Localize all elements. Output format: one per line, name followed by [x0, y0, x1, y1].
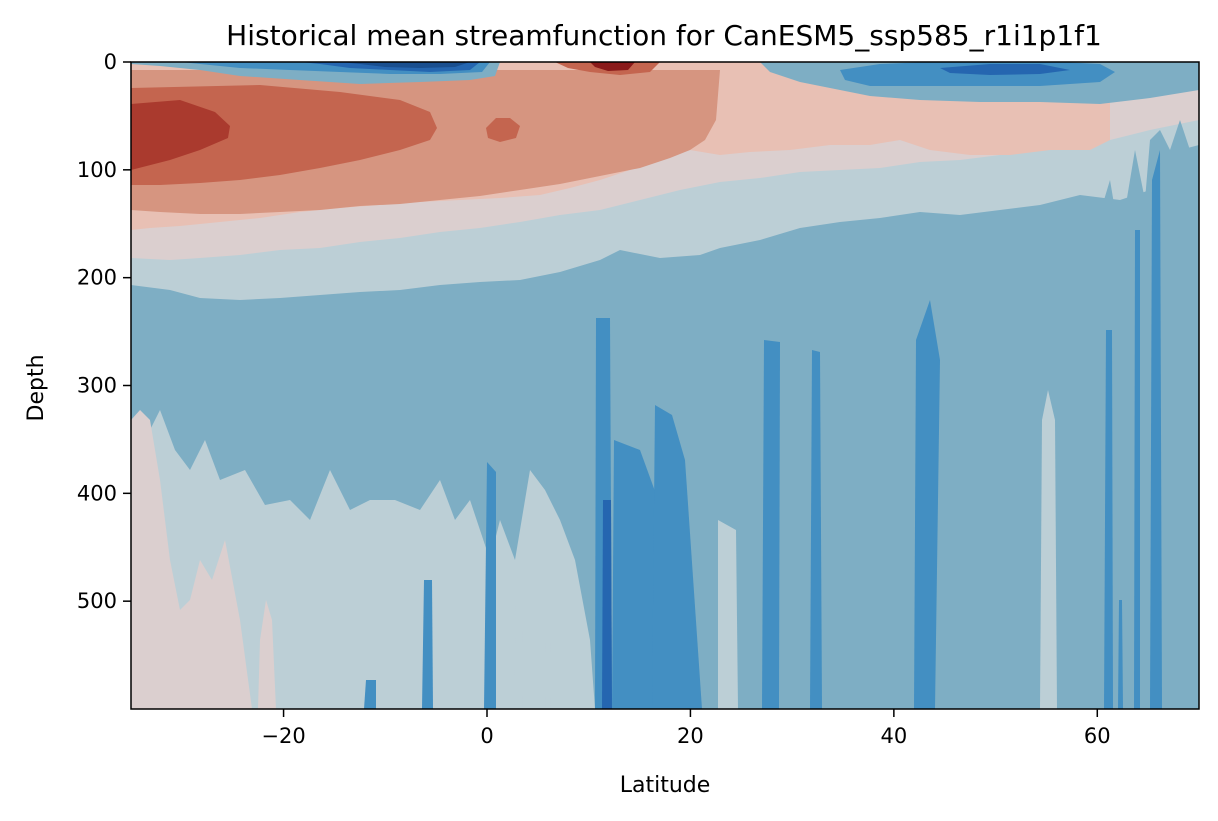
deep-left-pink-strip [258, 600, 276, 709]
y-tick-label: 100 [77, 158, 117, 182]
stripe-pale-1 [718, 520, 738, 709]
surface-darkest-blue [340, 62, 470, 68]
y-tick-label: 300 [77, 374, 117, 398]
deep-left-pink-region [131, 410, 252, 709]
stripe-11 [1118, 600, 1123, 709]
high-latitude-deep-region [1070, 120, 1199, 709]
plot-area [131, 62, 1199, 709]
x-tick-label: 40 [880, 724, 907, 748]
x-axis-label: Latitude [620, 773, 711, 798]
chart-title: Historical mean streamfunction for CanES… [226, 19, 1102, 52]
stripe-2 [602, 500, 612, 709]
stripe-9 [914, 300, 940, 709]
stripe-8 [810, 350, 822, 709]
stripe-4 [652, 405, 702, 709]
stripe-6 [422, 580, 433, 709]
y-axis: 0 100 200 300 400 500 [77, 50, 131, 613]
stripe-13 [1134, 230, 1140, 709]
x-tick-label: 0 [480, 724, 493, 748]
stripe-7 [762, 340, 780, 709]
stripe-pale-4 [545, 600, 551, 709]
x-tick-label: −20 [261, 724, 305, 748]
dark-red-core [131, 100, 230, 170]
surface-deep-red [590, 62, 635, 71]
y-tick-label: 400 [77, 481, 117, 505]
x-axis: −20 0 20 40 60 [261, 709, 1111, 748]
stripe-12 [1150, 150, 1162, 709]
mid-red-blob [486, 118, 520, 142]
y-tick-label: 0 [104, 50, 117, 74]
surface-strong-blue-right [940, 64, 1070, 75]
stripe-pale-3 [514, 580, 523, 709]
x-tick-label: 60 [1084, 724, 1111, 748]
deep-left-neutral-region [131, 410, 595, 709]
stripe-14 [364, 680, 376, 709]
stripe-pale-2 [1040, 390, 1057, 709]
stripe-5 [484, 462, 496, 709]
x-tick-label: 20 [677, 724, 704, 748]
stripe-10 [1104, 330, 1113, 709]
y-tick-label: 500 [77, 589, 117, 613]
y-tick-label: 200 [77, 266, 117, 290]
y-axis-label: Depth [24, 354, 49, 421]
